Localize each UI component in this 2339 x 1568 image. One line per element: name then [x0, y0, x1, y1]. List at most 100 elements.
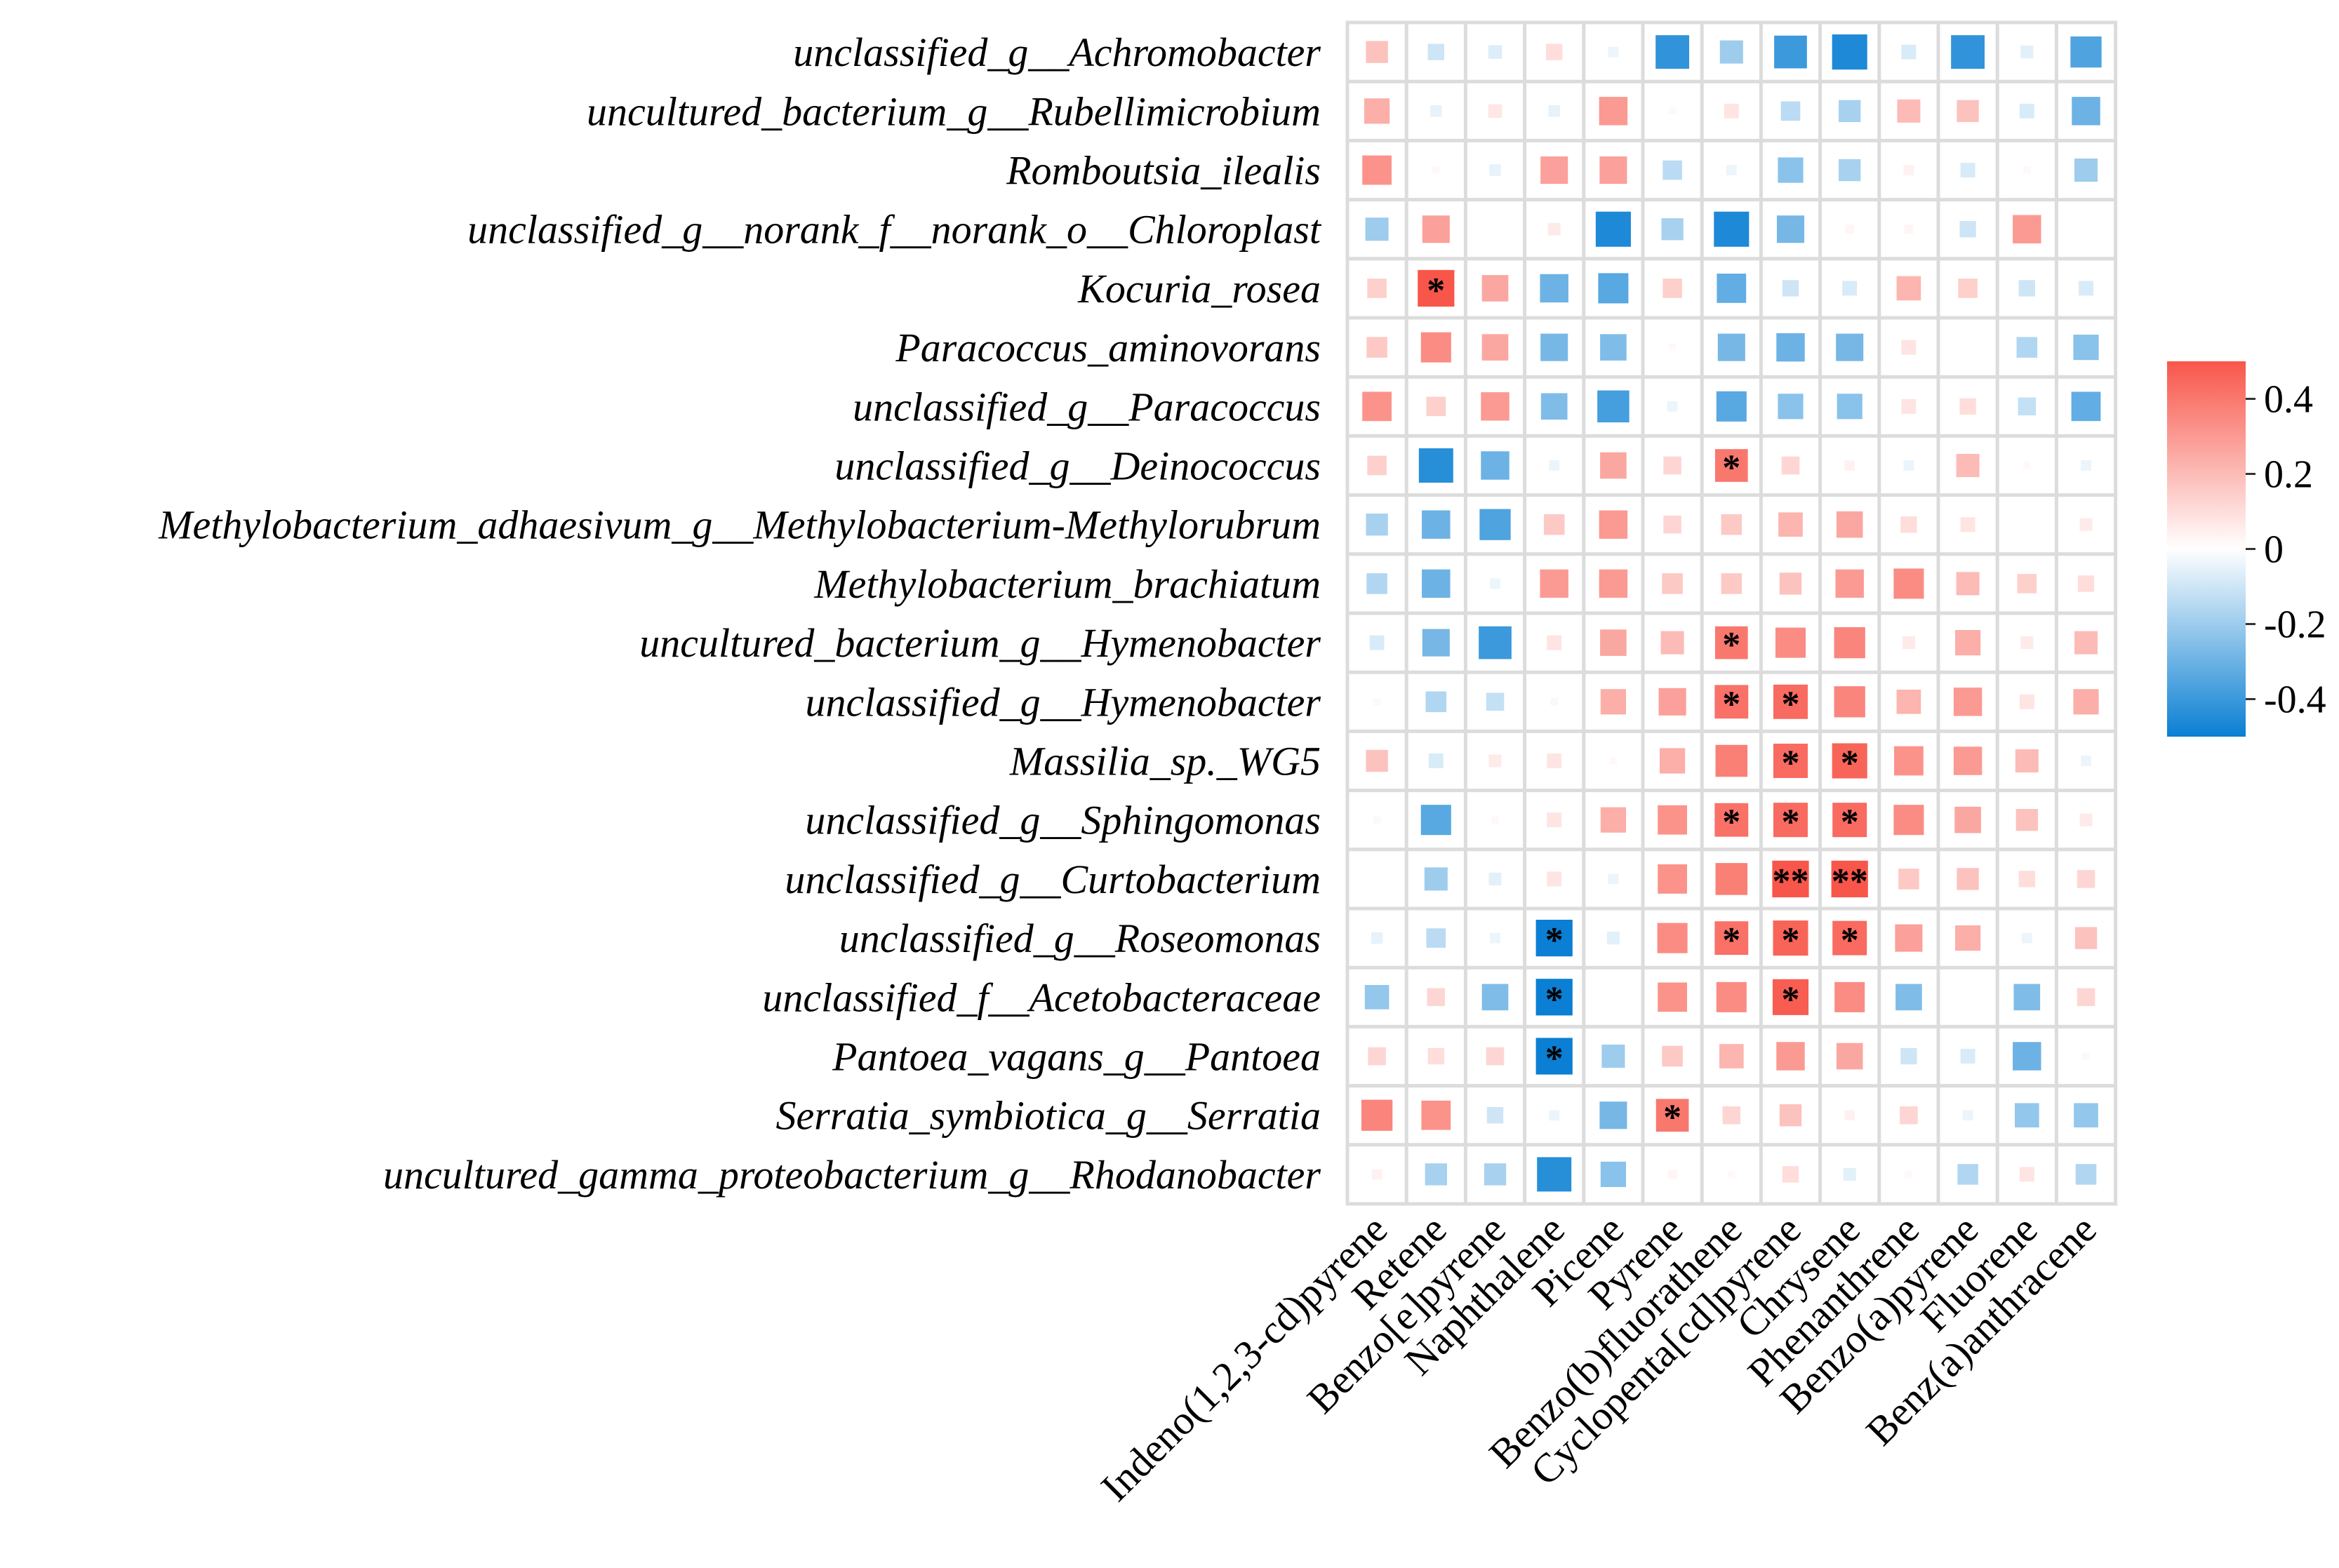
row-label: unclassified_f__Acetobacteraceae	[762, 974, 1321, 1020]
heatmap-cell	[1660, 748, 1686, 774]
heatmap-cell	[1609, 757, 1618, 765]
heatmap-cell	[1422, 215, 1450, 243]
significance-mark: *	[1722, 920, 1740, 960]
heatmap-cell	[1776, 215, 1805, 243]
row-label: unclassified_g__Curtobacterium	[785, 857, 1321, 902]
heatmap-cell	[1836, 1043, 1863, 1070]
heatmap-cell	[1547, 222, 1561, 236]
heatmap-cell	[1600, 807, 1626, 833]
heatmap-cell	[2015, 809, 2038, 831]
heatmap-cell	[1598, 273, 1629, 304]
heatmap-cell	[1832, 803, 1867, 838]
heatmap-cell	[1957, 1164, 1978, 1185]
heatmap-cell	[2075, 1164, 2097, 1185]
heatmap-cell	[1661, 218, 1684, 241]
heatmap-cell	[2023, 166, 2031, 174]
heatmap-cell	[1714, 803, 1749, 837]
heatmap-cell	[1599, 156, 1627, 185]
row-label: Kocuria_rosea	[1077, 266, 1321, 311]
heatmap-cell	[1895, 924, 1923, 952]
heatmap-cell	[1430, 105, 1442, 117]
heatmap-cell	[1537, 1157, 1572, 1192]
heatmap-cell	[1900, 1047, 1917, 1065]
heatmap-cell	[1779, 572, 1802, 595]
heatmap-cell	[1900, 516, 1917, 533]
heatmap-cell	[1726, 165, 1737, 175]
heatmap-cell	[2074, 1103, 2098, 1128]
heatmap-cell	[1418, 269, 1455, 307]
colorbar-tick-label: 0.2	[2264, 453, 2313, 497]
significance-mark: *	[1782, 744, 1800, 784]
heatmap-cell	[1962, 1110, 1973, 1121]
heatmap-cell	[1957, 100, 1979, 122]
heatmap-cell	[1776, 333, 1805, 362]
heatmap-cell	[1715, 863, 1748, 895]
heatmap-cell	[1668, 107, 1677, 115]
heatmap-cell	[1893, 805, 1924, 836]
heatmap-cell	[1535, 979, 1573, 1016]
row-label: Massilia_sp._WG5	[1009, 739, 1321, 784]
heatmap-cell	[1373, 816, 1381, 824]
heatmap-cell	[1600, 334, 1627, 361]
significance-mark: *	[1722, 448, 1740, 488]
heatmap-grid	[1345, 20, 2118, 1206]
heatmap-cell	[1364, 984, 1390, 1010]
colorbar-tick-label: 0	[2264, 528, 2284, 572]
row-label: uncultured_bacterium_g__Rubellimicrobium	[587, 88, 1321, 134]
heatmap-cell	[1714, 685, 1749, 719]
heatmap-cell	[1714, 626, 1748, 659]
heatmap-cell	[2079, 281, 2093, 296]
heatmap-cell	[1953, 688, 1983, 716]
heatmap-cell	[1716, 391, 1747, 422]
heatmap-cell	[1488, 45, 1502, 59]
heatmap-cell	[1901, 340, 1917, 355]
significance-mark: *	[1545, 1039, 1564, 1079]
heatmap-cell	[1901, 398, 1917, 414]
row-label: unclassified_g__Sphingomonas	[805, 798, 1321, 843]
heatmap-cell	[1719, 40, 1743, 64]
heatmap-cell	[1716, 981, 1747, 1012]
heatmap-cell	[1778, 512, 1803, 537]
heatmap-cell	[1366, 514, 1388, 536]
heatmap-cell	[1364, 98, 1390, 124]
row-label: unclassified_g__Deinococcus	[834, 443, 1321, 489]
heatmap-cell	[1844, 460, 1855, 471]
heatmap-cell	[1719, 1044, 1744, 1068]
heatmap-cell	[1549, 1110, 1560, 1121]
heatmap-cell	[1772, 979, 1809, 1015]
heatmap-cell	[1595, 211, 1631, 247]
heatmap-cell	[1422, 510, 1451, 539]
heatmap-cell	[2074, 927, 2098, 949]
heatmap-cell	[2081, 756, 2091, 766]
heatmap-cell	[1490, 932, 1500, 944]
heatmap-cell	[1898, 869, 1919, 890]
heatmap-cell	[1597, 390, 1630, 423]
heatmap-cell	[1959, 398, 1976, 415]
heatmap-cell	[1832, 920, 1867, 956]
heatmap-cell	[1896, 689, 1921, 714]
heatmap-cell	[1776, 1042, 1805, 1071]
heatmap-cell	[1362, 155, 1392, 185]
heatmap-cell	[1425, 691, 1447, 713]
heatmap-cells	[1361, 34, 2102, 1192]
heatmap-cell	[1484, 1163, 1507, 1186]
heatmap-cell	[1667, 401, 1678, 412]
heatmap-cell	[1960, 163, 1975, 177]
heatmap-cell	[1905, 1170, 1913, 1179]
heatmap-cell	[1426, 396, 1446, 417]
heatmap-cell	[1420, 805, 1451, 836]
heatmap-cell	[1956, 572, 1980, 596]
heatmap-cell	[1836, 511, 1863, 538]
heatmap-cell	[1421, 1100, 1451, 1130]
row-label: Paracoccus_aminovorans	[895, 325, 1321, 370]
heatmap-cell	[1843, 1167, 1856, 1181]
significance-mark: *	[1427, 271, 1445, 311]
significance-mark: **	[1773, 862, 1809, 902]
heatmap-cell	[1660, 631, 1684, 655]
significance-mark: *	[1782, 803, 1800, 843]
significance-mark: *	[1545, 979, 1564, 1019]
heatmap-cell	[1958, 279, 1978, 298]
heatmap-cell	[1547, 635, 1562, 650]
heatmap-cell	[2019, 103, 2034, 119]
heatmap-cell	[1959, 221, 1976, 238]
